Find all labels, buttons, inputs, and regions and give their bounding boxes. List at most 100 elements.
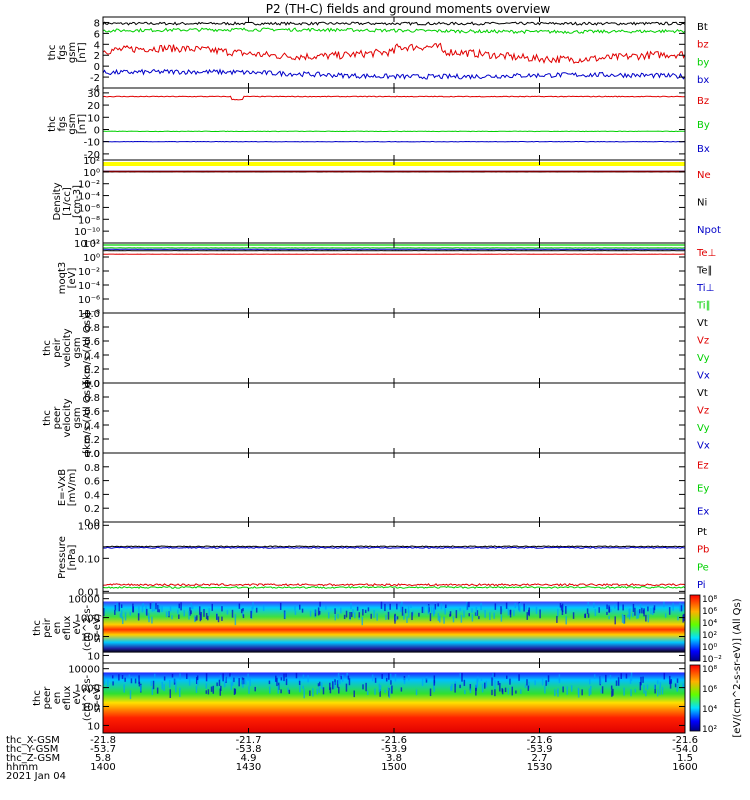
legend-entry: Vy: [697, 423, 710, 434]
heatmap-speckle: [590, 685, 592, 695]
heatmap-speckle: [234, 688, 237, 694]
heatmap-speckle: [238, 678, 240, 687]
ytick-label: 0.0: [84, 379, 100, 390]
heatmap-speckle: [614, 616, 616, 625]
heatmap-speckle: [248, 686, 250, 694]
heatmap-speckle: [433, 688, 435, 692]
legend-entry: By: [697, 120, 710, 131]
heatmap-speckle: [121, 675, 124, 680]
heatmap-speckle: [653, 607, 655, 614]
heatmap-speckle: [385, 614, 387, 620]
heatmap-speckle: [645, 614, 647, 622]
heatmap-speckle: [322, 687, 325, 695]
time-row-value: 1500: [381, 762, 406, 773]
heatmap-speckle: [280, 689, 282, 694]
ylabel-line: E=-VxB: [57, 469, 68, 506]
heatmap-speckle: [251, 607, 253, 614]
heatmap-speckle: [403, 677, 406, 682]
time-row-value: 2.7: [532, 753, 548, 764]
ytick-label: 10⁻²: [78, 267, 100, 278]
heatmap-speckle: [183, 610, 185, 617]
heatmap-speckle: [242, 614, 245, 619]
heatmap-speckle: [404, 608, 407, 614]
heatmap-speckle: [379, 685, 382, 692]
ylabel-line: thc: [47, 116, 58, 132]
heatmap-speckle: [138, 681, 141, 687]
heatmap-speckle: [682, 614, 684, 623]
heatmap-speckle: [461, 672, 463, 682]
ytick-label: 0: [94, 62, 100, 73]
heatmap-speckle: [466, 601, 468, 611]
legend-entry: Vx: [697, 370, 710, 381]
heatmap-speckle: [672, 602, 674, 611]
heatmap-speckle: [191, 605, 194, 610]
ylabel-line: thc: [32, 690, 43, 706]
heatmap-speckle: [205, 673, 208, 682]
ytick-label: 0.0: [84, 449, 100, 460]
heatmap-speckle: [642, 609, 645, 614]
legend-entry: Bt: [697, 22, 708, 33]
heatmap-speckle: [504, 687, 507, 693]
time-row-value: 1530: [527, 762, 552, 773]
ylabel-line: thc: [42, 410, 53, 426]
series-fgs-small-3: [102, 68, 686, 80]
heatmap-speckle: [149, 603, 152, 609]
heatmap-speckle: [500, 606, 502, 615]
heatmap-speckle: [614, 603, 616, 609]
heatmap-speckle: [141, 603, 144, 613]
heatmap-speckle: [219, 688, 222, 696]
heatmap-speckle: [112, 681, 114, 686]
ytick-label: 1000: [75, 614, 100, 625]
ytick-label: 10⁻¹⁰: [74, 227, 100, 238]
panel-peir-eflux: 10⁸ 10⁶ 10⁴ 10² 10⁰ 10⁻² [eV/(cm^2-s-sr-eV)] (…: [32, 592, 743, 738]
heatmap-speckle: [216, 613, 218, 620]
heatmap-speckle: [234, 614, 237, 618]
ytick-label: 0.6: [84, 337, 100, 348]
heatmap-speckle: [161, 681, 163, 690]
heatmap-speckle: [565, 616, 567, 625]
heatmap-speckle: [329, 687, 332, 694]
heatmap-speckle: [188, 610, 190, 620]
heatmap-speckle: [489, 612, 491, 620]
heatmap-speckle: [307, 675, 309, 683]
legend-entry: Ey: [697, 484, 709, 495]
heatmap-speckle: [643, 685, 645, 694]
heatmap-speckle: [475, 687, 477, 696]
ylabel-line: thc: [32, 620, 43, 636]
heatmap-speckle: [485, 680, 488, 688]
heatmap-speckle: [387, 611, 390, 620]
heatmap-speckle: [437, 603, 439, 607]
ytick-label: 10: [87, 113, 100, 124]
heatmap-speckle: [222, 673, 224, 682]
heatmap-speckle: [480, 603, 482, 608]
heatmap-speckle: [527, 685, 530, 691]
heatmap-speckle: [277, 685, 279, 694]
heatmap-speckle: [231, 609, 234, 618]
heatmap-speckle: [491, 689, 493, 696]
heatmap-speckle: [475, 684, 477, 688]
series-fgs-small-0: [102, 21, 686, 26]
ylabel-line: eV: [72, 621, 83, 634]
ylabel-line: gsm: [72, 407, 83, 428]
heatmap-speckle: [509, 678, 511, 685]
heatmap-speckle: [469, 688, 472, 694]
heatmap-speckle: [493, 612, 495, 619]
legend-entry: Ti⊥: [696, 283, 714, 294]
series-fgs-large-0: [102, 95, 685, 101]
time-row-value: 1400: [90, 762, 115, 773]
heatmap-speckle: [632, 603, 635, 613]
heatmap-speckle: [196, 675, 199, 681]
ytick-label: 100: [81, 633, 100, 644]
ytick-label: 8: [94, 18, 100, 29]
heatmap-speckle: [401, 606, 404, 616]
legend-entry: Vz: [697, 335, 709, 346]
heatmap-speckle: [156, 687, 159, 694]
heatmap-speckle: [348, 678, 351, 686]
legend-entry: Pt: [697, 527, 707, 538]
ytick-label: 10⁻⁸: [78, 309, 100, 320]
heatmap-speckle: [175, 681, 177, 686]
panel-peir-velocity: 1.0 0.8 0.6 0.4 0.2 0.0 thc peir velocity gsm [km/…: [42, 309, 710, 390]
heatmap-speckle: [221, 616, 223, 621]
legend-entry: Ex: [697, 507, 709, 518]
heatmap-speckle: [463, 679, 466, 686]
